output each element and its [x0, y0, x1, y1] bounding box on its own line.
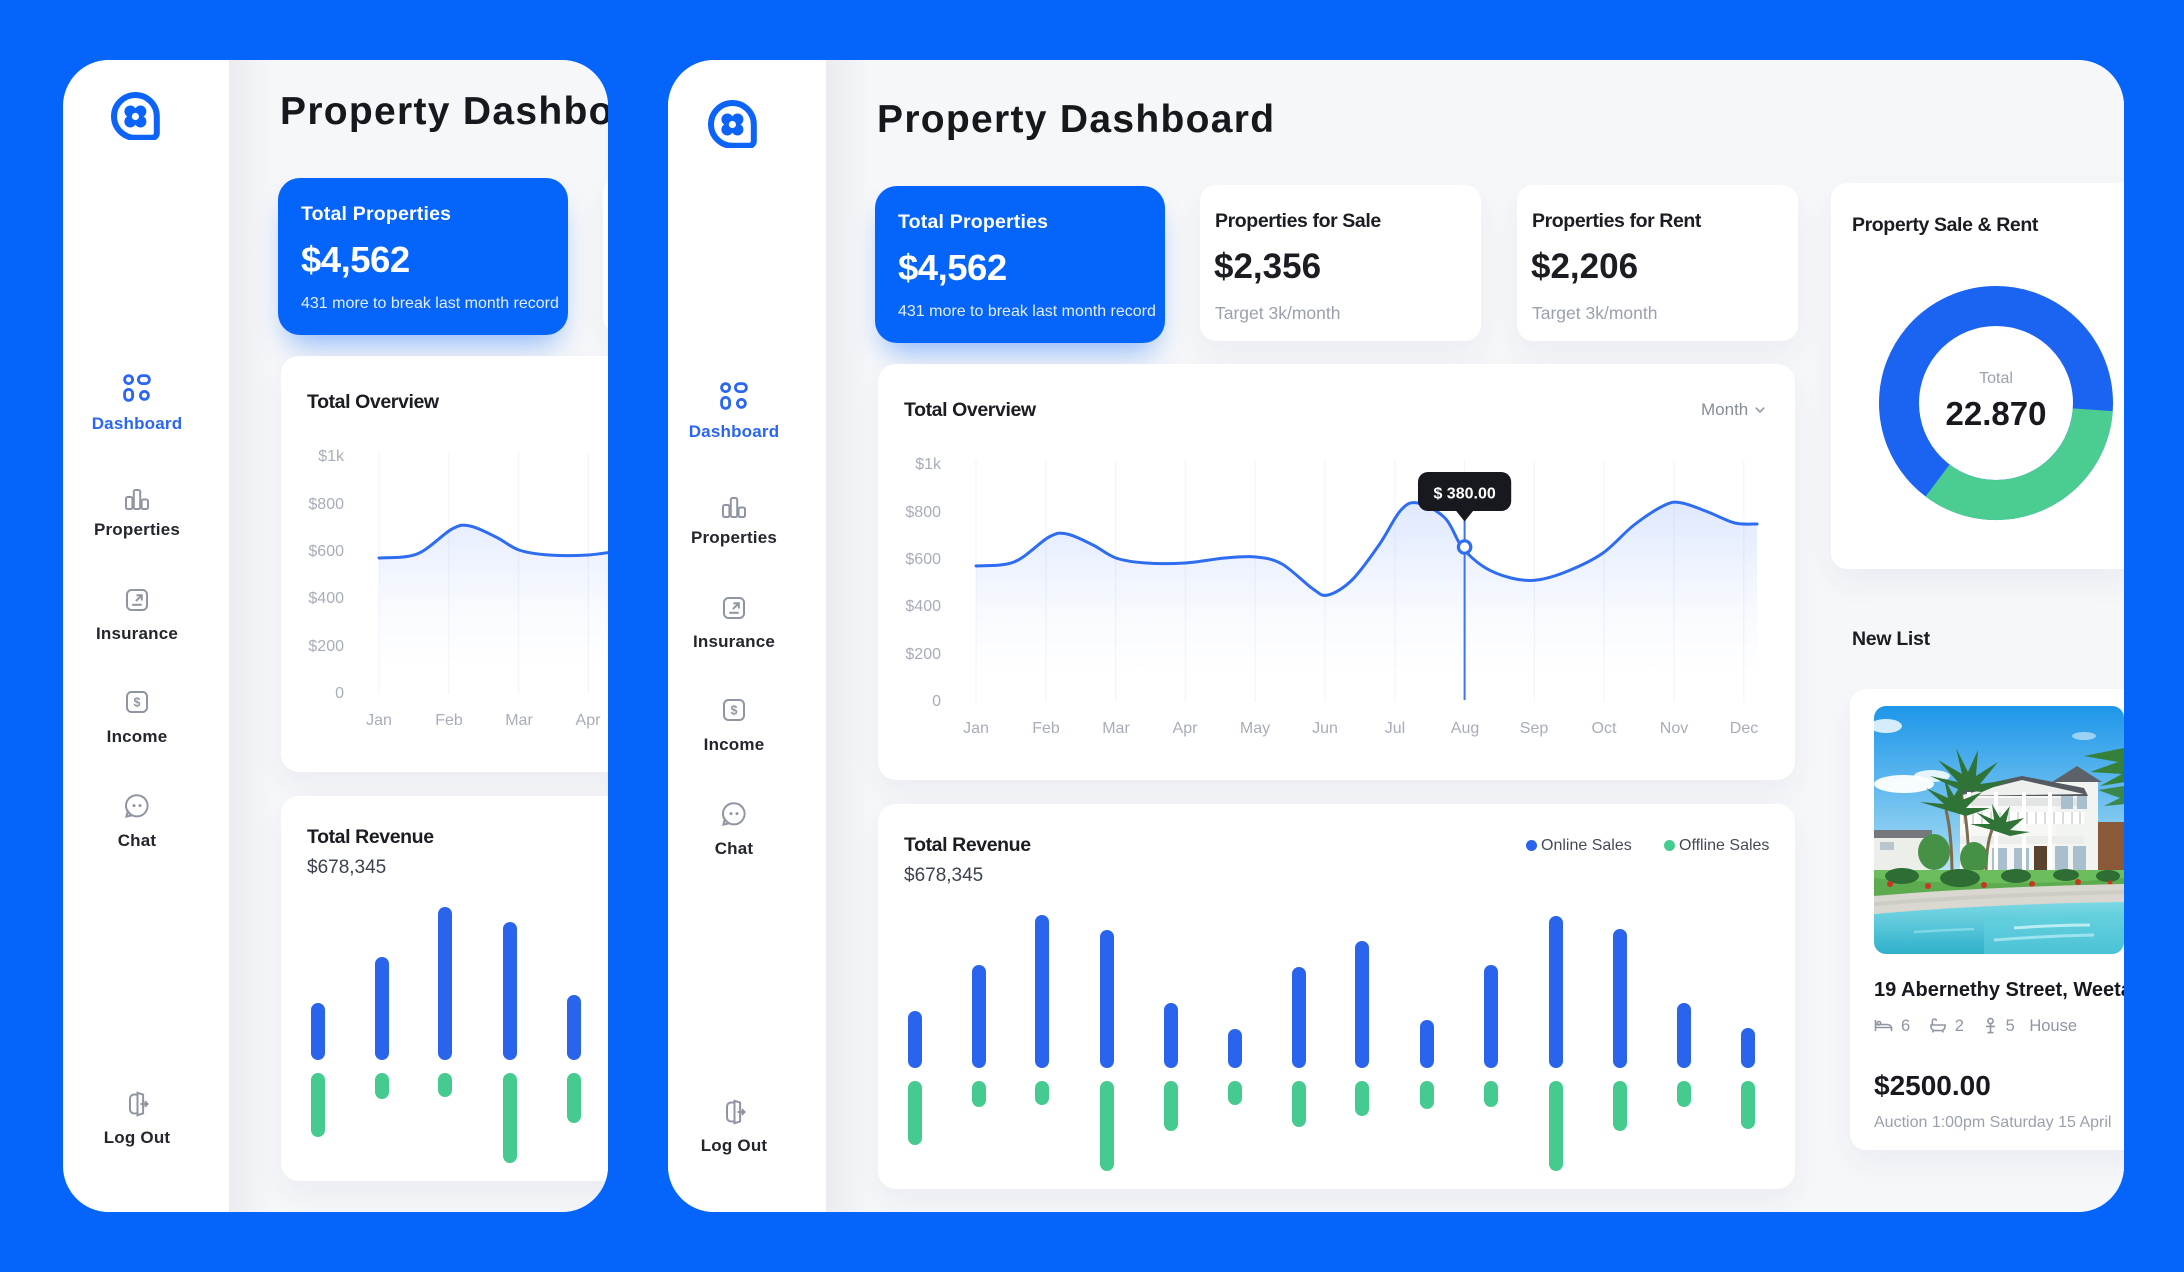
svg-text:$: $	[731, 704, 738, 718]
svg-text:$ 380.00: $ 380.00	[1433, 486, 1495, 503]
svg-text:$: $	[134, 696, 141, 710]
